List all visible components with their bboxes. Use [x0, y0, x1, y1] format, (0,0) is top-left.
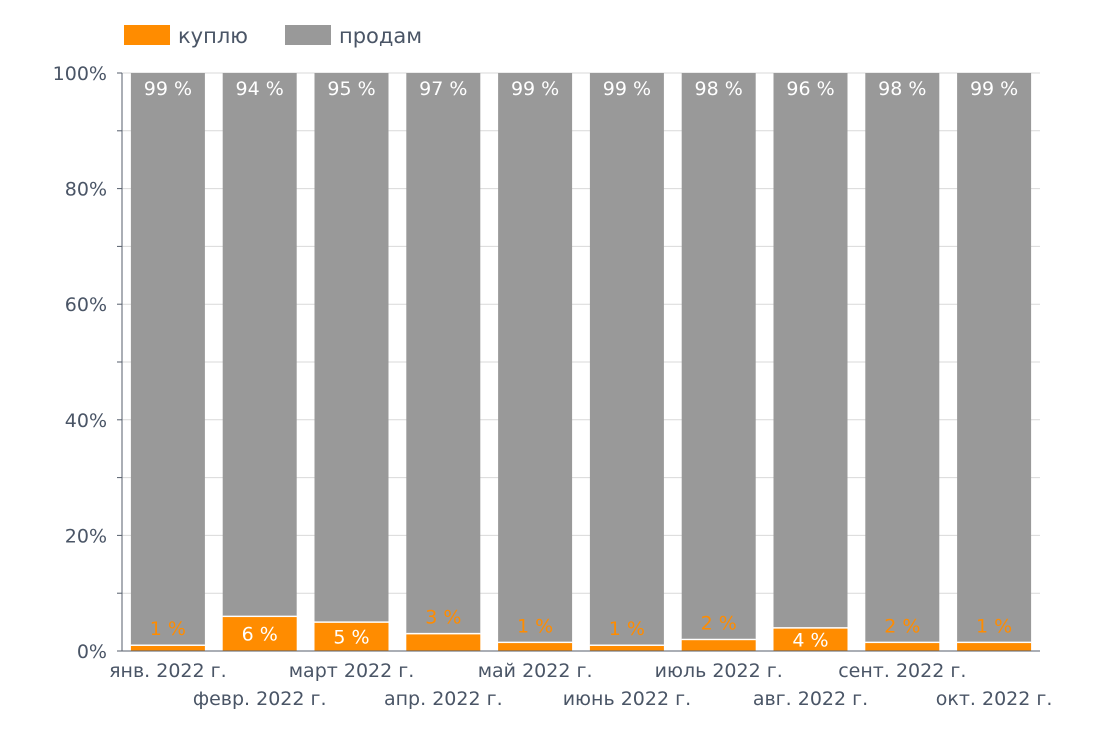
x-axis: янв. 2022 г. февр. 2022 г. март 2022 г. апр… — [109, 650, 1053, 710]
data-label-sell: 97 % — [419, 78, 467, 100]
data-label-buy: 5 % — [333, 627, 369, 649]
legend-label-buy: куплю — [178, 24, 248, 48]
y-tick-label: 0% — [77, 641, 107, 663]
bar-buy — [222, 617, 297, 651]
data-label-sell: 99 % — [970, 78, 1018, 100]
y-tick-label: 40% — [65, 410, 107, 432]
x-tick-label: июль 2022 г. — [655, 660, 783, 682]
bars: 99 % 1 % 94 % 6 % 95 % 5 % 97 % 3 % 99 % 1 % 99 % 1… — [130, 73, 1032, 651]
bar-buy — [865, 643, 940, 651]
bar-sell — [681, 73, 756, 640]
data-label-sell: 95 % — [327, 78, 375, 100]
data-label-sell: 98 % — [878, 78, 926, 100]
bar-buy — [314, 622, 389, 651]
data-label-sell: 96 % — [786, 78, 834, 100]
x-tick-label: сент. 2022 г. — [838, 660, 966, 682]
data-label-buy: 1 % — [976, 615, 1012, 637]
data-label-sell: 99 % — [603, 78, 651, 100]
bar-buy — [498, 643, 573, 651]
legend-swatch-buy — [124, 25, 170, 45]
bar-buy — [773, 628, 848, 651]
data-label-sell: 99 % — [511, 78, 559, 100]
y-axis: 0% 20% 40% 60% 80% 100% — [53, 63, 123, 663]
y-tick-label: 60% — [65, 294, 107, 316]
legend-label-sell: продам — [339, 24, 422, 48]
bar-sell — [314, 73, 389, 623]
bar-sell — [406, 73, 481, 634]
data-label-buy: 4 % — [792, 629, 828, 651]
data-label-buy: 1 % — [517, 615, 553, 637]
bar-sell — [773, 73, 848, 628]
data-label-buy: 2 % — [884, 615, 920, 637]
x-tick-label: июнь 2022 г. — [563, 688, 691, 710]
bar-sell — [222, 73, 297, 617]
data-label-buy: 2 % — [701, 612, 737, 634]
data-label-sell: 98 % — [695, 78, 743, 100]
bar-buy — [681, 640, 756, 651]
bar-sell — [865, 73, 940, 643]
legend: куплю продам — [124, 24, 422, 48]
data-label-buy: 1 % — [609, 618, 645, 640]
data-label-sell: 99 % — [144, 78, 192, 100]
x-tick-label: май 2022 г. — [478, 660, 593, 682]
legend-swatch-sell — [285, 25, 331, 45]
bar-buy — [406, 634, 481, 651]
x-tick-label: февр. 2022 г. — [193, 688, 327, 710]
data-label-buy: 6 % — [242, 624, 278, 646]
bar-buy — [130, 645, 205, 651]
bar-sell — [130, 73, 205, 646]
bar-sell — [589, 73, 664, 646]
data-label-buy: 1 % — [150, 618, 186, 640]
x-tick-label: апр. 2022 г. — [384, 688, 503, 710]
x-tick-label: окт. 2022 г. — [936, 688, 1053, 710]
bar-buy — [589, 645, 664, 651]
x-tick-label: март 2022 г. — [289, 660, 415, 682]
y-tick-label: 80% — [65, 179, 107, 201]
data-label-buy: 3 % — [425, 607, 461, 629]
bar-sell — [498, 73, 573, 643]
bar-buy — [957, 643, 1032, 651]
bar-sell — [957, 73, 1032, 643]
x-tick-label: янв. 2022 г. — [109, 660, 227, 682]
data-label-sell: 94 % — [236, 78, 284, 100]
y-tick-label: 20% — [65, 525, 107, 547]
y-tick-label: 100% — [53, 63, 107, 85]
x-tick-label: авг. 2022 г. — [753, 688, 868, 710]
